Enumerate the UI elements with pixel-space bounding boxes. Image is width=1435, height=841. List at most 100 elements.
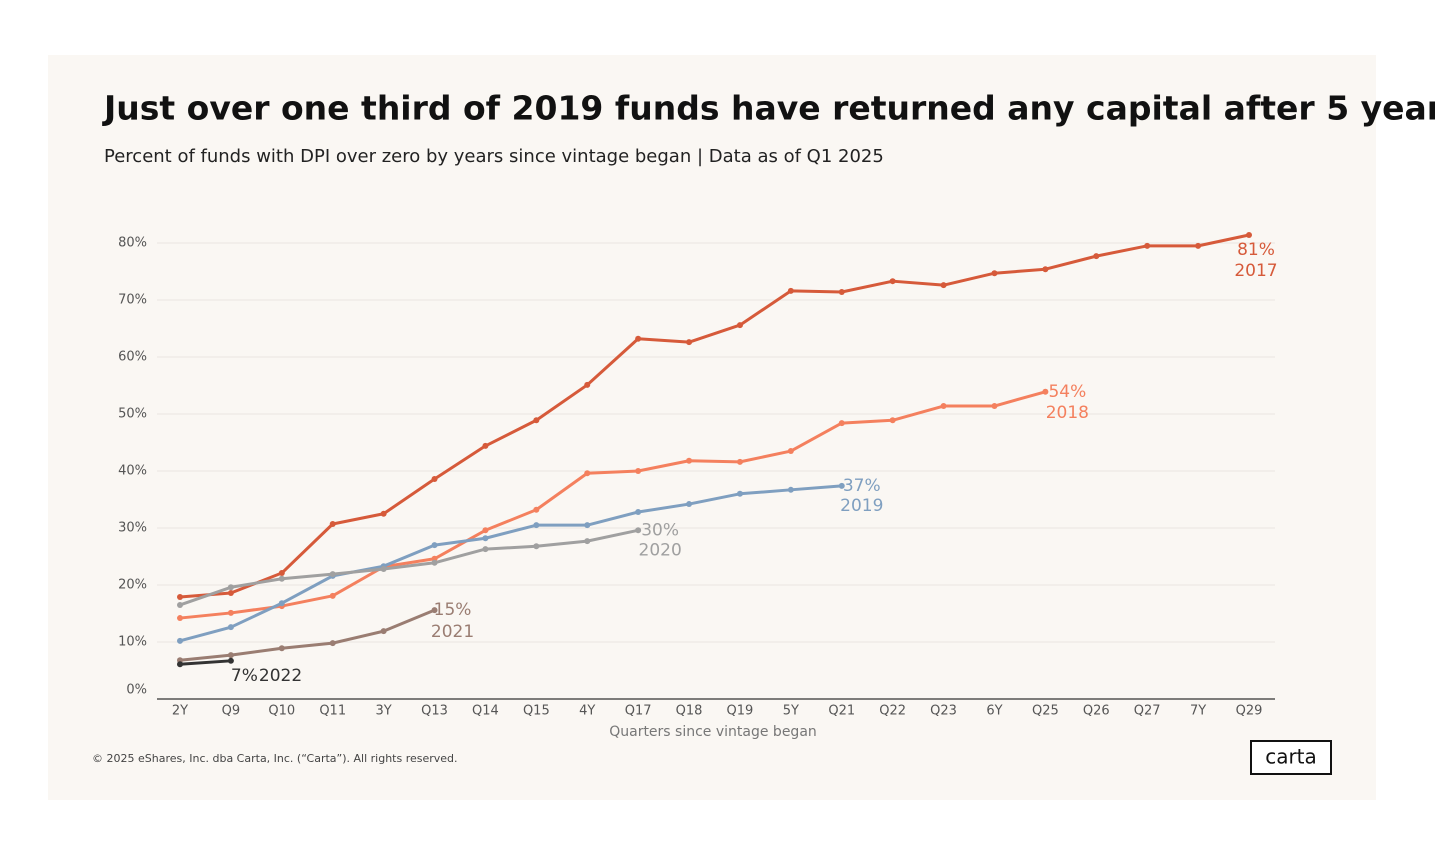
data-point — [889, 278, 896, 285]
data-point — [940, 403, 947, 410]
data-point — [177, 601, 183, 608]
data-point — [431, 542, 438, 549]
data-point — [431, 607, 438, 614]
data-point — [787, 448, 794, 455]
data-point — [431, 559, 438, 566]
logo: carta — [1265, 745, 1317, 769]
x-tick-label: Q21 — [828, 704, 855, 719]
data-point — [736, 490, 743, 497]
x-tick-label: Q10 — [268, 704, 295, 719]
series-line — [179, 608, 436, 662]
data-point — [635, 527, 642, 534]
end-value-label: 7% — [231, 666, 258, 686]
logo-box — [1250, 740, 1332, 775]
legend-label: 2020 — [639, 540, 682, 560]
x-tick-label: 2Y — [172, 704, 188, 719]
data-point — [635, 335, 642, 342]
y-tick-label: 50% — [118, 407, 147, 422]
data-point — [177, 637, 183, 644]
chart-title: Just over one third of 2019 funds have r… — [102, 89, 1435, 128]
data-point — [278, 645, 285, 652]
data-point — [482, 442, 489, 449]
data-point — [227, 589, 234, 596]
y-tick-label: 80% — [118, 236, 147, 251]
data-point — [380, 566, 387, 573]
data-point — [482, 527, 489, 534]
data-point — [1042, 388, 1049, 395]
data-point — [278, 600, 285, 607]
x-axis-label: Quarters since vintage began — [609, 724, 817, 740]
x-tick-label: 3Y — [376, 704, 392, 719]
data-point — [329, 521, 336, 528]
card — [48, 55, 1376, 800]
data-point — [838, 482, 845, 489]
data-point — [329, 640, 336, 647]
legend-label: 2021 — [431, 622, 474, 642]
y-tick-label: 10% — [118, 635, 147, 650]
end-value-label: 81% — [1237, 240, 1275, 260]
data-point — [177, 661, 183, 668]
x-tick-label: Q29 — [1236, 704, 1263, 719]
y-tick-label: 60% — [118, 350, 147, 365]
end-value-label: 37% — [843, 476, 881, 496]
y-tick-label: 40% — [118, 464, 147, 479]
data-point — [1195, 242, 1202, 249]
x-tick-label: 5Y — [783, 704, 799, 719]
x-tick-label: 4Y — [579, 704, 595, 719]
data-point — [533, 522, 540, 529]
series-line — [179, 233, 1250, 599]
data-point — [736, 322, 743, 329]
x-tick-label: Q13 — [421, 704, 448, 719]
data-point — [991, 270, 998, 277]
data-point — [177, 593, 183, 600]
x-tick-label: Q25 — [1032, 704, 1059, 719]
legend-label: 2017 — [1234, 261, 1277, 281]
legend-label: 2022 — [259, 666, 302, 686]
end-value-label: 15% — [434, 600, 472, 620]
data-point — [787, 287, 794, 294]
data-point — [1246, 232, 1252, 239]
x-tick-label: 7Y — [1190, 704, 1206, 719]
data-point — [940, 282, 947, 289]
data-point — [278, 575, 285, 582]
data-point — [227, 609, 234, 616]
data-point — [482, 535, 489, 542]
data-point — [686, 457, 693, 464]
data-point — [533, 543, 540, 550]
data-point — [482, 546, 489, 553]
data-point — [991, 403, 998, 410]
data-point — [380, 510, 387, 517]
footer: © 2025 eShares, Inc. dba Carta, Inc. (“C… — [92, 752, 458, 765]
data-point — [736, 458, 743, 465]
x-tick-label: Q9 — [222, 704, 241, 719]
data-point — [838, 289, 845, 296]
data-point — [584, 470, 591, 477]
x-tick-label: Q17 — [625, 704, 652, 719]
data-point — [635, 509, 642, 516]
data-point — [227, 652, 234, 659]
data-point — [380, 628, 387, 635]
data-point — [533, 506, 540, 513]
x-tick-label: Q22 — [879, 704, 906, 719]
x-tick-label: Q23 — [930, 704, 957, 719]
data-point — [1093, 253, 1100, 260]
series-line — [179, 528, 639, 607]
data-point — [431, 475, 438, 482]
y-tick-label: 70% — [118, 293, 147, 308]
x-tick-label: Q18 — [676, 704, 703, 719]
data-point — [635, 468, 642, 474]
y-tick-label: 0% — [126, 683, 147, 698]
data-point — [533, 417, 540, 424]
chart-subtitle: Percent of funds with DPI over zero by y… — [104, 146, 884, 167]
data-point — [1042, 266, 1049, 273]
legend-label: 2019 — [840, 496, 883, 516]
series-line — [179, 484, 842, 643]
x-tick-label: Q26 — [1083, 704, 1110, 719]
data-point — [177, 615, 183, 622]
data-point — [1144, 242, 1151, 249]
data-point — [584, 522, 591, 529]
legend-label: 2018 — [1046, 403, 1089, 423]
data-point — [686, 501, 693, 508]
x-tick-label: Q14 — [472, 704, 499, 719]
